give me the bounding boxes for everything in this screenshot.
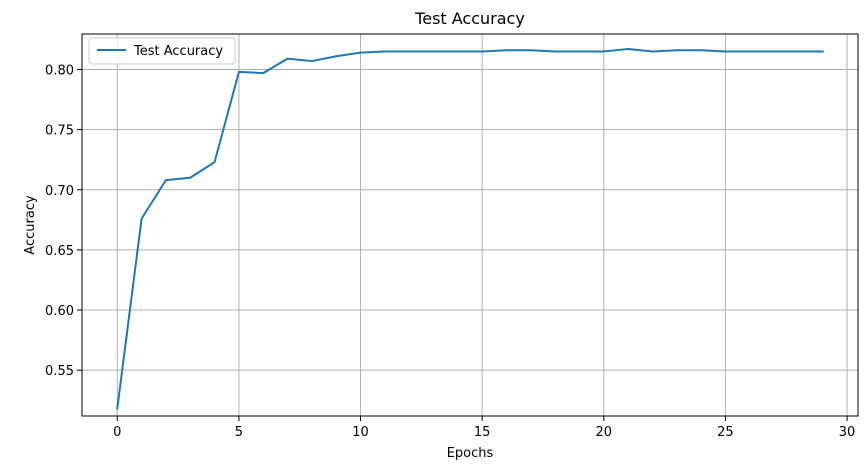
- y-axis-label: Accuracy: [23, 195, 38, 255]
- y-tick-label: 0.65: [45, 244, 74, 259]
- series-line: [116, 48, 824, 410]
- x-axis-label: Epochs: [447, 446, 494, 461]
- legend-box: [88, 37, 236, 65]
- x-tick-label: 25: [717, 425, 734, 440]
- y-tick-label: 0.60: [45, 304, 74, 319]
- x-tick-label: 10: [352, 425, 369, 440]
- x-tick-label: 0: [113, 425, 121, 440]
- chart-title: Test Accuracy: [414, 9, 525, 28]
- y-tick-label: 0.55: [45, 364, 74, 379]
- y-tick-label: 0.70: [45, 184, 74, 199]
- x-tick-label: 15: [474, 425, 491, 440]
- x-tick-label: 20: [596, 425, 613, 440]
- grid: [82, 34, 858, 416]
- series-layer: [116, 48, 824, 410]
- x-axis: 0 5 10 15 20 25 30: [113, 416, 855, 440]
- x-tick-label: 5: [235, 425, 243, 440]
- legend-label: Test Accuracy: [133, 44, 223, 59]
- legend: Test Accuracy: [88, 37, 236, 65]
- x-tick-label: 30: [839, 425, 856, 440]
- plot-frame: [81, 33, 859, 417]
- y-axis: 0.55 0.60 0.65 0.70 0.75 0.80: [45, 63, 82, 379]
- y-tick-label: 0.75: [45, 124, 74, 139]
- y-tick-label: 0.80: [45, 63, 74, 78]
